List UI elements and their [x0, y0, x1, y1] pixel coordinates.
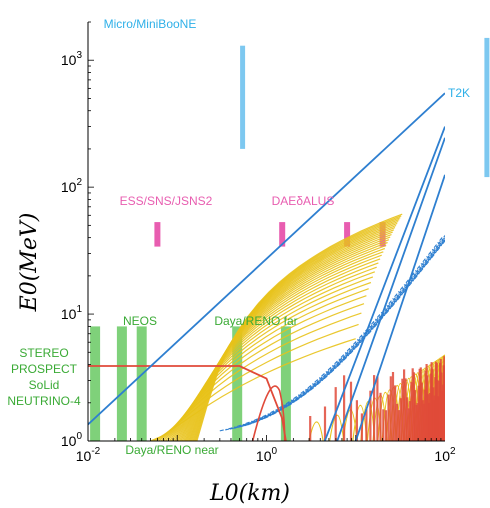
red-fringe	[412, 372, 415, 441]
x-tick-label: 100	[256, 446, 278, 464]
blue-line-3	[354, 174, 445, 441]
red-fringe	[444, 384, 445, 441]
x-tick-label: 102	[434, 446, 456, 464]
red-fringe	[399, 398, 402, 441]
band-3-0	[279, 222, 286, 247]
red-fringe	[415, 405, 418, 441]
y-tick-label: 102	[61, 177, 83, 195]
experiment-label: NEOS	[123, 314, 157, 328]
blue-dashdot-contour	[247, 239, 445, 426]
blue-dashdot-contour	[229, 236, 445, 430]
oscillation-curves	[88, 92, 445, 441]
experiment-label: Daya/RENO near	[125, 443, 218, 457]
experiment-bands	[90, 37, 490, 441]
blue-line-1	[323, 126, 445, 441]
blue-line-2	[336, 137, 445, 441]
experiment-label: T2K	[448, 86, 470, 100]
y-tick-label: 103	[61, 50, 83, 68]
band-2-0	[154, 222, 161, 247]
band-3-1	[344, 222, 351, 247]
experiment-label: ESS/SNS/JSNS2	[120, 194, 213, 208]
red-fringe	[408, 401, 412, 441]
y-axis-title: E0(MeV)	[17, 213, 42, 313]
y-tick-label: 101	[61, 304, 83, 322]
red-curve	[88, 365, 287, 441]
red-fringe	[397, 410, 400, 441]
red-fringe	[355, 400, 358, 441]
red-fringe	[403, 369, 406, 441]
band-4-0	[116, 326, 127, 441]
band-6-0	[232, 326, 243, 441]
band-5-0	[280, 326, 291, 441]
experiment-labels: Micro/MiniBooNE T2K ESS/SNS/JSNS2 DAEδALUS N…	[7, 17, 470, 457]
red-fringe	[384, 410, 388, 441]
yellow-fringe	[329, 414, 345, 441]
blue-dashdot-contour	[219, 236, 444, 432]
red-fringe	[391, 372, 395, 441]
red-fringe	[394, 385, 397, 441]
red-fringe	[349, 381, 353, 441]
experiment-label: PROSPECT	[11, 362, 78, 376]
red-fringe	[376, 376, 379, 441]
experiment-label: NEUTRINO-4	[7, 394, 81, 408]
red-fringe	[406, 397, 409, 441]
experiment-label: STEREO	[19, 346, 68, 360]
yellow-contour	[196, 213, 403, 441]
red-fringe	[365, 409, 368, 441]
red-fringe	[379, 392, 382, 441]
red-fringe	[343, 375, 346, 441]
y-tick-label: 100	[61, 431, 83, 449]
red-loop	[251, 385, 286, 441]
red-fringe	[323, 406, 327, 441]
red-fringe	[389, 376, 392, 441]
red-fringe	[407, 408, 410, 441]
x-axis-title: L0(km)	[209, 481, 290, 506]
experiment-label: SoLid	[29, 378, 60, 392]
red-fringe	[373, 375, 376, 441]
band-0-0	[240, 45, 246, 149]
red-fringe	[309, 416, 312, 441]
red-fringe	[401, 378, 404, 441]
red-fringe	[369, 390, 372, 441]
yellow-fringe	[442, 395, 445, 441]
red-fringe	[410, 382, 413, 441]
red-fringe	[395, 403, 399, 441]
red-fringe	[444, 395, 445, 441]
red-fringe	[414, 390, 417, 441]
band-7-0	[90, 326, 101, 441]
band-1-0	[484, 37, 490, 178]
experiment-label: Daya/RENO far	[214, 314, 297, 328]
x-tick-label: 10-2	[76, 446, 101, 464]
red-fringe	[404, 378, 407, 441]
experiment-label: Micro/MiniBooNE	[104, 17, 197, 31]
red-fringe	[411, 368, 414, 441]
experiment-label: DAEδALUS	[272, 194, 335, 208]
red-fringe	[360, 413, 363, 441]
blue-line-0	[88, 92, 445, 426]
band-4-1	[136, 326, 147, 441]
red-fringe	[382, 409, 385, 441]
red-fringe	[387, 394, 390, 441]
